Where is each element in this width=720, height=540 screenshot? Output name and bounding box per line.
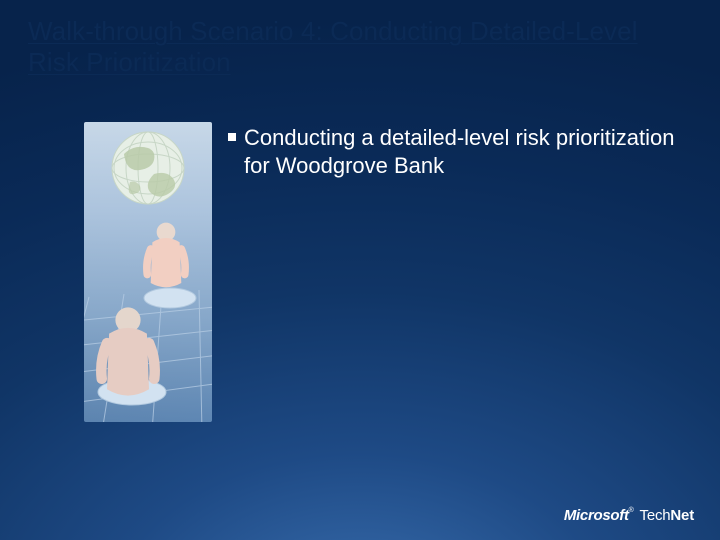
bullet-marker-icon: [228, 133, 236, 141]
product-word: TechNet: [640, 507, 694, 524]
floor-disc-back: [144, 288, 196, 308]
globe: [112, 132, 184, 204]
brand-text: Microsoft: [564, 507, 629, 524]
illustration-svg: [84, 122, 212, 422]
product-part-a: Tech: [640, 507, 671, 524]
brand-word: Microsoft®: [564, 507, 634, 524]
product-part-b: Net: [670, 507, 694, 524]
illustration-panel: [84, 122, 212, 422]
figure-front: [101, 307, 154, 395]
figure-back: [147, 223, 185, 288]
slide-title-block: Walk-through Scenario 4: Conducting Deta…: [28, 16, 690, 77]
bullet-text: Conducting a detailed-level risk priorit…: [244, 124, 680, 179]
footer-logo: Microsoft® TechNet: [564, 507, 694, 524]
slide-title: Walk-through Scenario 4: Conducting Deta…: [28, 16, 690, 77]
registered-icon: ®: [629, 507, 634, 514]
bullet-item: Conducting a detailed-level risk priorit…: [228, 124, 680, 179]
body-text-region: Conducting a detailed-level risk priorit…: [228, 124, 680, 179]
